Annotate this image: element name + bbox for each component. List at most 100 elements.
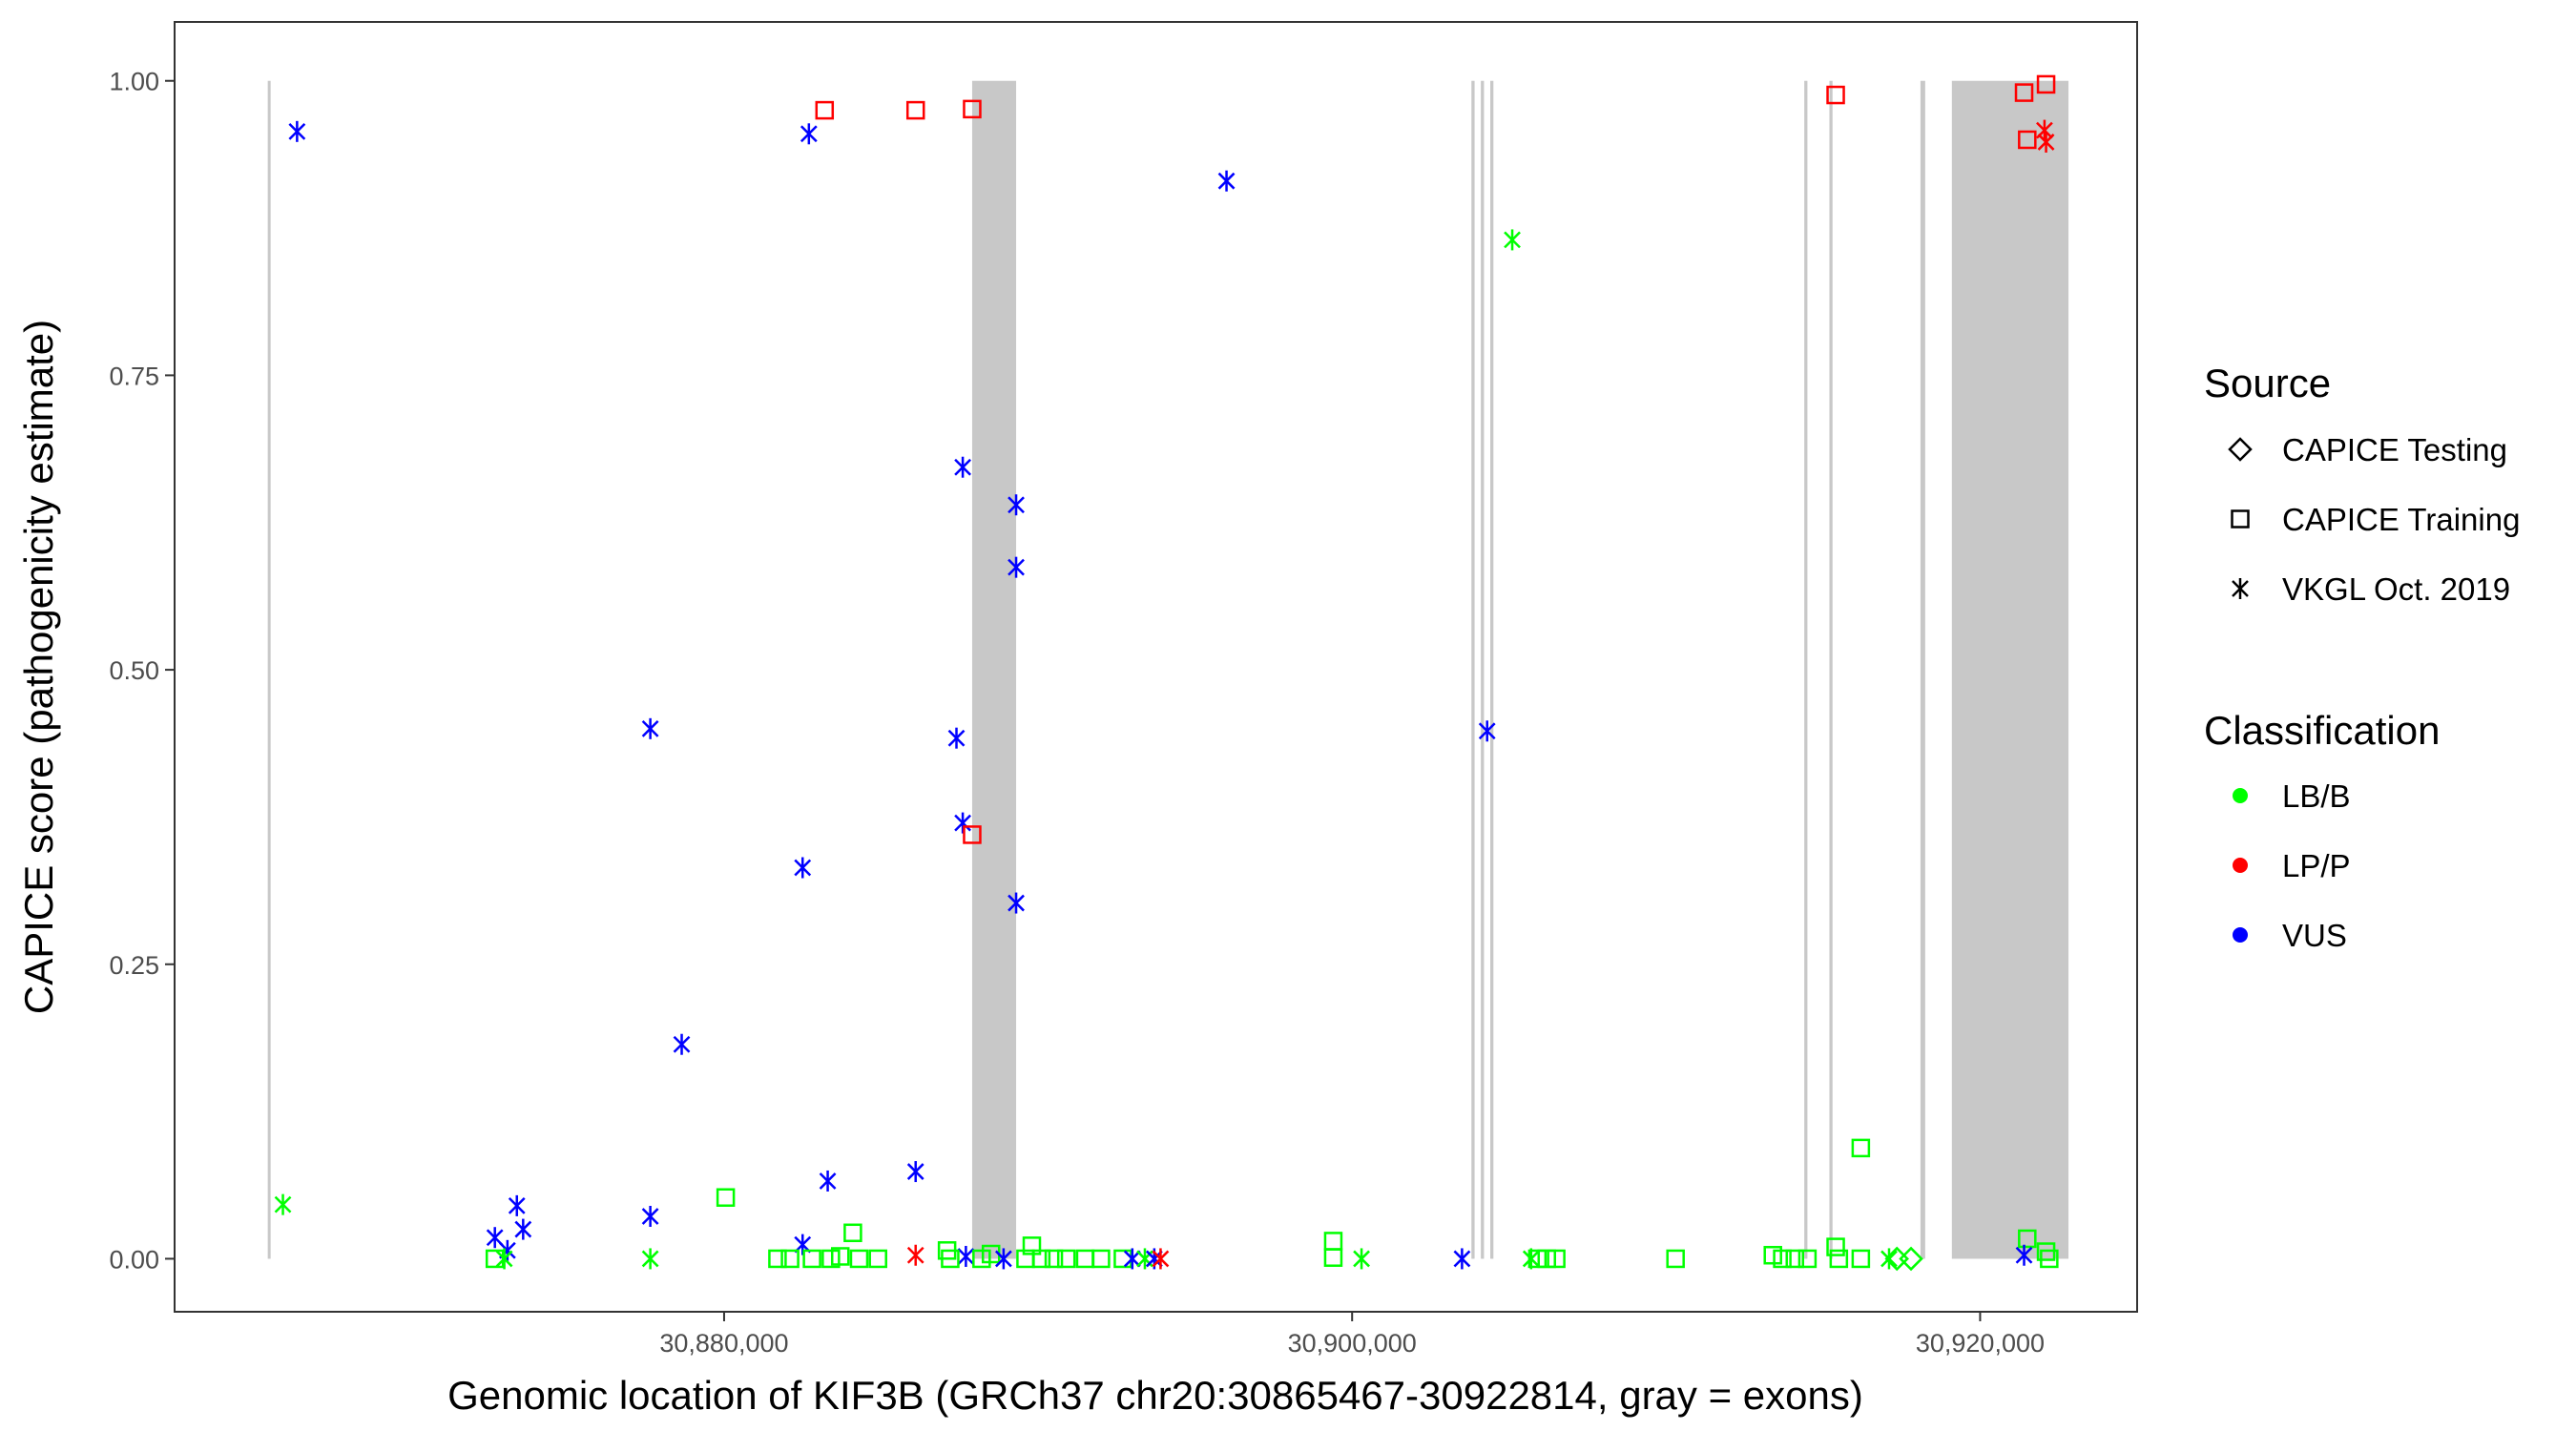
data-point: [1666, 1249, 1685, 1269]
data-point: [1773, 1249, 1792, 1269]
data-point: [1826, 85, 1845, 105]
data-point: [963, 825, 982, 844]
y-tick-label: 0.50: [109, 656, 159, 685]
data-point: [641, 1248, 659, 1270]
data-point: [495, 1248, 513, 1270]
data-point: [1899, 1246, 1923, 1272]
data-point: [994, 1248, 1012, 1270]
data-point: [821, 1249, 841, 1269]
data-point: [2014, 83, 2034, 102]
data-point: [768, 1249, 787, 1269]
data-point: [905, 100, 925, 120]
data-point: [972, 1249, 991, 1269]
data-point: [641, 717, 659, 739]
exon-9: [1951, 80, 2069, 1259]
data-points: [274, 74, 2059, 1272]
x-tick-label: 30,920,000: [1916, 1329, 2045, 1358]
data-point: [780, 1249, 800, 1269]
data-point: [947, 727, 966, 749]
data-point: [2036, 74, 2056, 94]
y-tick-label: 0.75: [109, 362, 159, 390]
data-point: [1763, 1245, 1782, 1265]
legend-source-key: [2231, 509, 2250, 529]
y-axis-title: CAPICE score (pathogenicity estimate): [16, 320, 61, 1014]
data-point: [1797, 1249, 1818, 1269]
data-point: [1537, 1249, 1557, 1269]
legend: Source CAPICE Testing CAPICE Training VKGL …: [2204, 361, 2520, 953]
exon-3: [1471, 80, 1475, 1259]
y-tick-label: 0.25: [109, 951, 159, 980]
y-axis: 0.00 0.25 0.50 0.75 1.00: [109, 68, 175, 1274]
data-point: [2018, 1229, 2037, 1249]
data-point: [1217, 170, 1236, 192]
exon-7: [1829, 80, 1833, 1259]
legend-classification-title: Classification: [2204, 708, 2440, 753]
data-point: [1031, 1249, 1051, 1269]
x-axis: 30,880,000 30,900,000 30,920,000: [659, 1312, 2045, 1358]
data-point: [906, 1161, 924, 1183]
legend-class-key: [2233, 927, 2248, 943]
data-point: [1826, 1237, 1845, 1256]
data-point: [800, 123, 818, 145]
data-point: [954, 812, 971, 834]
data-point: [957, 1245, 975, 1267]
data-point: [1851, 1249, 1871, 1269]
data-point: [815, 100, 835, 120]
y-tick-label: 1.00: [109, 68, 159, 96]
legend-class-label: LB/B: [2282, 778, 2351, 814]
legend-class-label: VUS: [2282, 918, 2347, 953]
data-point: [1323, 1248, 1343, 1267]
exon-2: [971, 80, 1017, 1259]
data-point: [486, 1227, 504, 1249]
data-point: [802, 1249, 821, 1269]
data-point: [1547, 1249, 1566, 1269]
data-point: [1527, 1249, 1548, 1269]
exon-8: [1920, 80, 1925, 1259]
data-point: [1453, 1248, 1471, 1270]
data-point: [514, 1218, 532, 1240]
x-tick-label: 30,880,000: [659, 1329, 788, 1358]
data-point: [2037, 131, 2055, 153]
data-point: [716, 1188, 736, 1207]
legend-source-label: CAPICE Testing: [2282, 432, 2507, 467]
data-point: [1008, 494, 1025, 516]
data-point: [1091, 1249, 1111, 1269]
data-point: [2040, 1249, 2059, 1269]
data-point: [906, 1244, 924, 1266]
data-point: [274, 1193, 292, 1215]
data-point: [794, 857, 812, 879]
exon-4: [1481, 80, 1485, 1259]
data-point: [1880, 1248, 1898, 1270]
data-point: [1785, 1249, 1805, 1269]
data-point: [2018, 130, 2037, 150]
data-point: [1152, 1248, 1170, 1270]
y-tick-label: 0.00: [109, 1245, 159, 1274]
data-point: [1008, 556, 1025, 578]
exon-regions: [267, 80, 2069, 1259]
data-point: [954, 456, 971, 478]
data-point: [843, 1223, 862, 1243]
plot-panel: [175, 22, 2137, 1312]
data-point: [868, 1249, 887, 1269]
data-point: [288, 120, 306, 142]
x-tick-label: 30,900,000: [1288, 1329, 1417, 1358]
data-point: [849, 1249, 869, 1269]
data-point: [1353, 1248, 1370, 1270]
data-point: [2015, 1244, 2033, 1266]
data-point: [830, 1247, 850, 1266]
data-point: [1123, 1248, 1141, 1270]
legend-source-key: [2232, 578, 2249, 599]
legend-class-key: [2233, 788, 2248, 803]
exon-5: [1490, 80, 1494, 1259]
data-point: [941, 1249, 960, 1269]
data-point: [1044, 1249, 1064, 1269]
data-point: [963, 99, 982, 119]
data-point: [1851, 1138, 1871, 1158]
data-point: [508, 1194, 526, 1216]
data-point: [1008, 892, 1025, 914]
data-point: [1056, 1249, 1076, 1269]
data-point: [1478, 720, 1496, 742]
data-point: [673, 1033, 691, 1055]
data-point: [1504, 229, 1521, 251]
